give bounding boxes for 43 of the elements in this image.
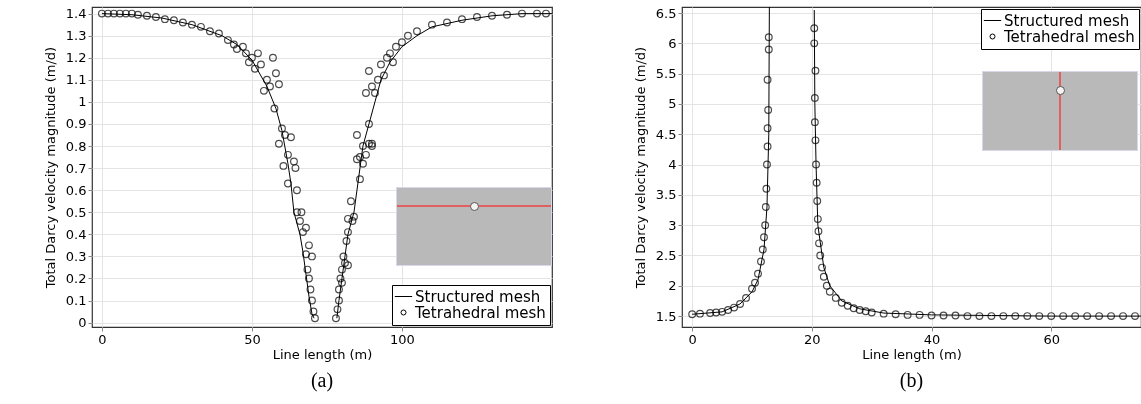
y-tick-label: 3.5 xyxy=(655,187,677,203)
x-tick-label: 60 xyxy=(1043,331,1061,347)
y-tick-label: 0.1 xyxy=(65,293,87,309)
y-tick-label: 1.1 xyxy=(65,72,87,88)
x-tick-label: 0 xyxy=(98,331,107,347)
y-tick-label: 6 xyxy=(668,35,677,51)
y-tick-label: 1 xyxy=(78,94,87,110)
y-axis-title: Total Darcy velocity magnitude (m/d) xyxy=(42,46,58,290)
x-tick-label: 50 xyxy=(244,331,261,347)
y-tick-label: 3 xyxy=(668,217,677,233)
x-tick-label: 40 xyxy=(923,331,941,347)
x-tick-label: 0 xyxy=(688,331,697,347)
y-tick-label: 5 xyxy=(668,96,677,112)
y-tick-label: 1.2 xyxy=(65,50,87,66)
x-tick-label: 20 xyxy=(804,331,821,347)
y-tick-label: 6.5 xyxy=(655,5,677,21)
y-tick-label: 0 xyxy=(78,315,87,331)
x-axis-title: Line length (m) xyxy=(862,346,962,362)
legend-label: Tetrahedral mesh xyxy=(414,303,546,322)
y-tick-label: 5.5 xyxy=(655,66,677,82)
y-tick-label: 4.5 xyxy=(655,126,677,142)
y-tick-label: 0.2 xyxy=(65,270,87,286)
legend-label: Tetrahedral mesh xyxy=(1003,27,1135,46)
text: (a) xyxy=(310,369,334,392)
y-tick-label: 0.6 xyxy=(65,182,87,198)
y-tick-label: 4 xyxy=(668,157,677,173)
y-tick-label: 0.7 xyxy=(65,160,87,176)
legend-label: Structured mesh xyxy=(1004,11,1130,30)
y-tick-label: 0.3 xyxy=(65,248,87,264)
y-tick-label: 0.8 xyxy=(65,138,87,154)
y-tick-label: 1.4 xyxy=(65,6,87,22)
y-tick-label: 1.3 xyxy=(65,28,87,44)
y-tick-label: 0.4 xyxy=(65,226,87,242)
y-tick-label: 0.9 xyxy=(65,116,87,132)
y-axis-title: Total Darcy velocity magnitude (m/d) xyxy=(632,46,648,290)
y-tick-label: 0.5 xyxy=(65,204,87,220)
x-axis-title: Line length (m) xyxy=(272,346,373,362)
x-tick-label: 100 xyxy=(390,331,415,347)
y-tick-label: 2 xyxy=(668,278,677,294)
y-tick-label: 1.5 xyxy=(655,308,677,324)
text: (b) xyxy=(899,369,924,392)
legend-label: Structured mesh xyxy=(415,287,541,306)
y-tick-label: 2.5 xyxy=(655,247,677,263)
